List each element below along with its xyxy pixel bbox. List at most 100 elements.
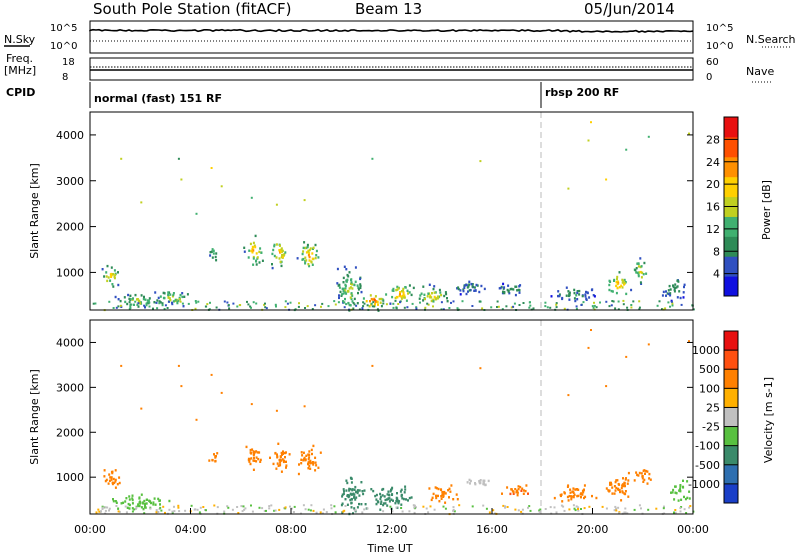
scatter-cell — [152, 501, 155, 504]
scatter-cell — [627, 479, 630, 482]
scatter-cell — [365, 300, 368, 303]
scatter-cell — [466, 481, 469, 484]
scatter-cell — [349, 296, 352, 299]
scatter-cell — [342, 492, 345, 496]
scatter-cell — [521, 487, 524, 490]
scatter-cell — [544, 305, 547, 308]
scatter-cell — [131, 510, 134, 513]
scatter-cell — [114, 295, 117, 299]
scatter-cell — [432, 492, 435, 496]
scatter-cell — [126, 302, 129, 306]
scatter-cell — [528, 306, 531, 309]
scatter-cell — [282, 254, 285, 257]
scatter-cell — [399, 490, 402, 493]
scatter-cell — [294, 308, 297, 311]
scatter-cell — [308, 255, 311, 259]
scatter-cell — [424, 306, 427, 309]
scatter-cell — [577, 488, 580, 491]
scatter-cell — [342, 488, 345, 491]
scatter-cell — [280, 470, 283, 473]
scatter-cell — [306, 305, 309, 308]
scatter-cell — [390, 498, 393, 501]
scatter-cell — [583, 496, 585, 500]
nsky-nsearch-panel: N.Sky 10^5 10^0 10^5 10^0 N.Search — [4, 20, 796, 54]
scatter-cell — [361, 490, 364, 493]
scatter-cell — [636, 473, 639, 477]
scatter-cell — [478, 290, 481, 294]
scatter-cell — [612, 300, 615, 303]
scatter-cell — [509, 492, 512, 496]
scatter-cell — [101, 268, 104, 271]
scatter-cell — [215, 306, 218, 309]
colorbar-swatch — [724, 256, 738, 277]
scatter-cell — [94, 302, 97, 305]
scatter-cell — [638, 504, 641, 507]
stray-point — [275, 203, 278, 206]
scatter-cell — [107, 482, 110, 485]
scatter-cell — [351, 287, 354, 290]
scatter-cell — [575, 505, 578, 508]
scatter-cell — [138, 504, 141, 508]
scatter-cell — [214, 459, 217, 463]
scatter-cell — [588, 296, 591, 299]
scatter-cell — [281, 453, 283, 456]
scatter-cell — [108, 473, 111, 476]
colorbar-swatch — [724, 117, 738, 138]
scatter-cell — [576, 298, 579, 301]
scatter-cell — [440, 488, 443, 492]
scatter-cell — [407, 292, 409, 295]
scatter-cell — [363, 302, 366, 305]
scatter-cell — [346, 290, 349, 293]
scatter-cell — [197, 300, 200, 303]
scatter-cell — [280, 264, 283, 268]
scatter-cell — [483, 479, 486, 482]
scatter-cell — [683, 508, 686, 511]
scatter-cell — [163, 292, 166, 295]
scatter-cell — [137, 305, 140, 308]
scatter-cell — [247, 457, 250, 461]
scatter-cell — [161, 304, 164, 307]
scatter-cell — [512, 305, 515, 308]
scatter-cell — [379, 497, 382, 501]
scatter-cell — [252, 255, 255, 259]
scatter-cell — [664, 307, 667, 310]
scatter-cell — [243, 508, 246, 511]
scatter-cell — [623, 511, 626, 514]
scatter-cell — [573, 288, 576, 292]
scatter-cell — [152, 503, 155, 506]
scatter-cell — [391, 486, 394, 490]
scatter-cell — [562, 505, 565, 508]
scatter-cell — [249, 242, 252, 246]
scatter-cell — [574, 488, 577, 491]
scatter-cell — [338, 283, 341, 287]
scatter-cell — [678, 290, 681, 293]
scatter-cell — [97, 508, 100, 511]
scatter-cell — [108, 300, 111, 303]
velocity-ytick-label: 4000 — [56, 336, 84, 349]
scatter-cell — [309, 467, 312, 470]
scatter-cell — [459, 289, 462, 292]
scatter-cell — [342, 281, 345, 284]
scatter-cell — [350, 282, 352, 285]
scatter-cell — [354, 280, 357, 283]
beam-label: Beam 13 — [355, 0, 422, 18]
scatter-cell — [102, 506, 105, 509]
scatter-cell — [440, 301, 443, 304]
scatter-cell — [307, 263, 310, 266]
scatter-cell — [106, 264, 109, 268]
colorbar-tick-label: -100 — [695, 440, 720, 453]
scatter-cell — [255, 460, 258, 463]
colorbar-tick-label: 28 — [706, 133, 720, 146]
scatter-cell — [352, 302, 355, 304]
scatter-cell — [346, 494, 349, 497]
scatter-cell — [103, 275, 106, 278]
scatter-cell — [302, 459, 305, 462]
scatter-cell — [213, 453, 215, 456]
scatter-cell — [140, 506, 143, 509]
scatter-cell — [633, 479, 636, 482]
scatter-cell — [513, 302, 516, 305]
scatter-cell — [412, 286, 415, 290]
scatter-cell — [663, 505, 665, 508]
scatter-cell — [440, 495, 443, 498]
scatter-cell — [546, 306, 549, 309]
